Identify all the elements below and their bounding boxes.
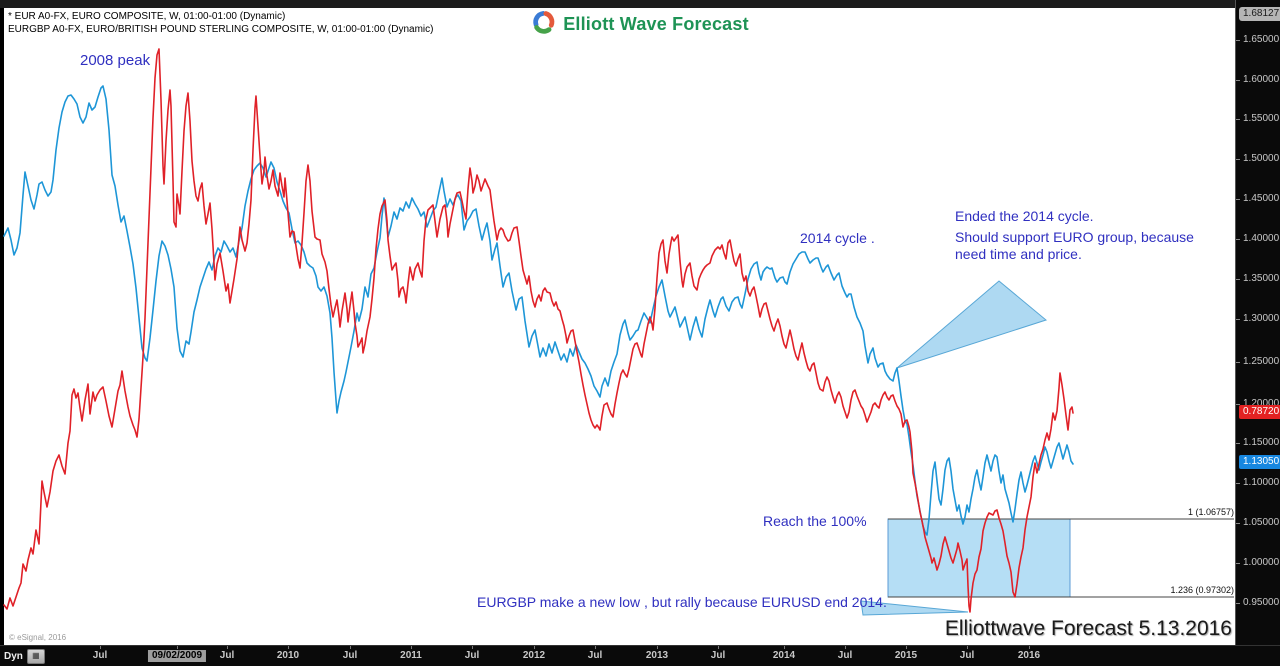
time-axis-tick [411,646,412,649]
time-axis-label: 2013 [645,650,669,661]
time-axis[interactable]: Dyn ▦ Jul 09/02/2009 Jul 2010 Jul 2011 Jul 2012… [0,645,1280,666]
price-axis-label: 1.40000 [1243,233,1280,244]
price-axis-tick [1236,404,1240,405]
time-axis-label: Jul [464,650,480,661]
last-price-badge-eurgbp: 0.78720 [1239,405,1280,419]
price-axis-label: 1.20000 [1243,398,1280,409]
annotation-peak-2008: 2008 peak [80,52,151,69]
price-axis-label: 0.95000 [1243,597,1280,608]
price-axis-label: 1.60000 [1243,74,1280,85]
price-axis-label: 1.65000 [1243,34,1280,45]
time-axis-label: Jul [837,650,853,661]
price-axis-high-badge: 1.68127 [1239,7,1280,21]
price-axis-tick [1236,362,1240,363]
price-axis-tick [1236,159,1240,160]
price-axis-label: 1.05000 [1243,517,1280,528]
fib-level-label-1: 1.236 (0.97302) [1170,585,1234,595]
annotation-support-euro: Should support EURO group, because need … [955,229,1194,262]
time-axis-tick [177,646,178,649]
time-axis-tick [1029,646,1030,649]
price-axis-tick [1236,80,1240,81]
time-axis-tick [718,646,719,649]
annotation-eurgbp-new-low: EURGBP make a new low , but rally becaus… [477,594,887,610]
price-axis-tick [1236,279,1240,280]
time-axis-tick [288,646,289,649]
time-axis-label: Jul [959,650,975,661]
time-axis-label: Jul [342,650,358,661]
price-axis-label: 1.10000 [1243,477,1280,488]
low-pointer-wedge-shape [860,600,969,616]
price-axis-tick [1236,40,1240,41]
time-axis-label: 2014 [772,650,796,661]
price-axis-label: 1.55000 [1243,113,1280,124]
price-axis-tick [1236,443,1240,444]
time-axis-label: Jul [92,650,108,661]
time-axis-label: 2015 [894,650,918,661]
price-axis-label: 1.25000 [1243,356,1280,367]
instrument-title-eurusd: * EUR A0-FX, EURO COMPOSITE, W, 01:00-01… [8,11,286,22]
time-axis-label: 2010 [276,650,300,661]
instrument-title-eurgbp: EURGBP A0-FX, EURO/BRITISH POUND STERLIN… [8,23,434,35]
time-axis-tick [100,646,101,649]
annotation-ended-cycle: Ended the 2014 cycle. [955,208,1094,224]
time-axis-anchor-date: 09/02/2009 [147,650,207,662]
window-top-bar [0,0,1280,8]
time-axis-label: 2012 [522,650,546,661]
time-axis-tick [967,646,968,649]
price-axis-tick [1236,119,1240,120]
swirl-logo-icon [531,9,557,40]
price-axis-tick [1236,239,1240,240]
price-axis-tick [1236,199,1240,200]
price-axis-label: 1.30000 [1243,313,1280,324]
price-line-eurusd [3,85,1074,536]
annotation-reach-100: Reach the 100% [763,513,867,529]
price-axis-tick [1236,563,1240,564]
time-axis-tick [784,646,785,649]
price-axis-label: 1.45000 [1243,193,1280,204]
trend-wedge-shape [896,280,1048,369]
time-axis-label: 2016 [1017,650,1041,661]
price-axis-label: 1.00000 [1243,557,1280,568]
time-axis-tick [657,646,658,649]
interval-grid-icon[interactable]: ▦ [26,649,45,664]
price-axis-label: 1.35000 [1243,273,1280,284]
fib-level-label-0: 1 (1.06757) [1187,507,1234,517]
price-axis-tick [1236,319,1240,320]
annotation-cycle-2014: 2014 cycle . [800,230,875,246]
forecast-watermark: Elliottwave Forecast 5.13.2016 [944,617,1232,640]
esignal-copyright: © eSignal, 2016 [9,633,67,642]
time-axis-tick [472,646,473,649]
price-axis[interactable]: 1.68127 1.65000 1.60000 1.55000 1.50000 1.45… [1235,0,1280,645]
time-axis-label: Jul [710,650,726,661]
time-axis-tick [845,646,846,649]
price-axis-tick [1236,483,1240,484]
dyn-interval-label[interactable]: Dyn [4,651,23,662]
price-axis-label: 1.50000 [1243,153,1280,164]
price-axis-label: 1.15000 [1243,437,1280,448]
time-axis-tick [350,646,351,649]
price-axis-tick [1236,523,1240,524]
time-axis-label: 2011 [400,650,422,661]
time-axis-label: Jul [219,650,235,661]
time-axis-tick [227,646,228,649]
time-axis-tick [906,646,907,649]
price-axis-tick [1236,603,1240,604]
time-axis-label: Jul [587,650,603,661]
time-axis-tick [595,646,596,649]
price-line-eurgbp [3,48,1074,613]
last-price-badge-eurusd: 1.13050 [1239,455,1280,469]
time-axis-tick [534,646,535,649]
instrument-titles: * EUR A0-FX, EURO COMPOSITE, W, 01:00-01… [8,11,433,36]
brand-logo: Elliott Wave Forecast [531,9,749,40]
interval-toolbar: Dyn ▦ [4,649,45,664]
brand-name: Elliott Wave Forecast [563,14,749,34]
